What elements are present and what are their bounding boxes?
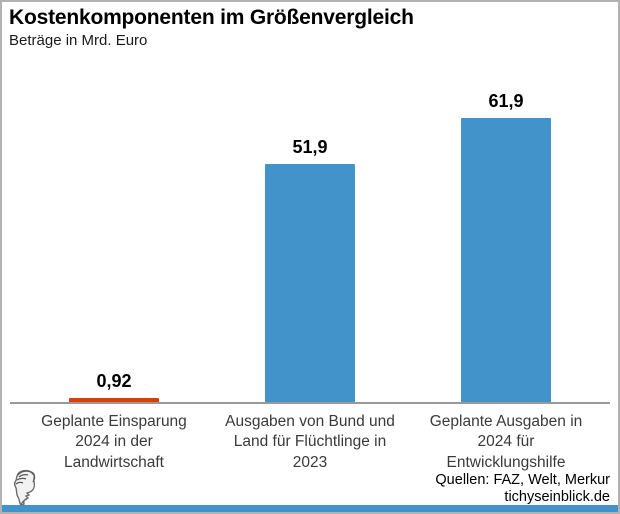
- bar-3: [461, 118, 551, 402]
- bar-1: [69, 398, 159, 402]
- bar-2: [265, 164, 355, 402]
- category-label-1: Geplante Einsparung 2024 in der Landwirt…: [41, 413, 187, 471]
- footer-accent-bar: [2, 505, 618, 512]
- chart-subtitle: Beträge in Mrd. Euro: [9, 32, 148, 49]
- sources-block: Quellen: FAZ, Welt, Merkur tichyseinblic…: [435, 472, 610, 506]
- category-label-3: Geplante Ausgaben in 2024 für Entwicklun…: [429, 413, 583, 471]
- x-axis-line: [10, 402, 610, 404]
- sources-line: Quellen: FAZ, Welt, Merkur: [435, 472, 610, 488]
- tichyseinblick-logo: [9, 468, 43, 508]
- value-label-2: 51,9: [292, 137, 328, 157]
- category-label-2: Ausgaben von Bund und Land für Flüchtlin…: [225, 413, 395, 471]
- hermes-head-icon: [13, 469, 36, 506]
- value-label-1: 0,92: [96, 371, 132, 391]
- site-link[interactable]: tichyseinblick.de: [504, 489, 610, 506]
- value-label-3: 61,9: [488, 91, 524, 111]
- chart-title: Kostenkomponenten im Größenvergleich: [9, 6, 414, 29]
